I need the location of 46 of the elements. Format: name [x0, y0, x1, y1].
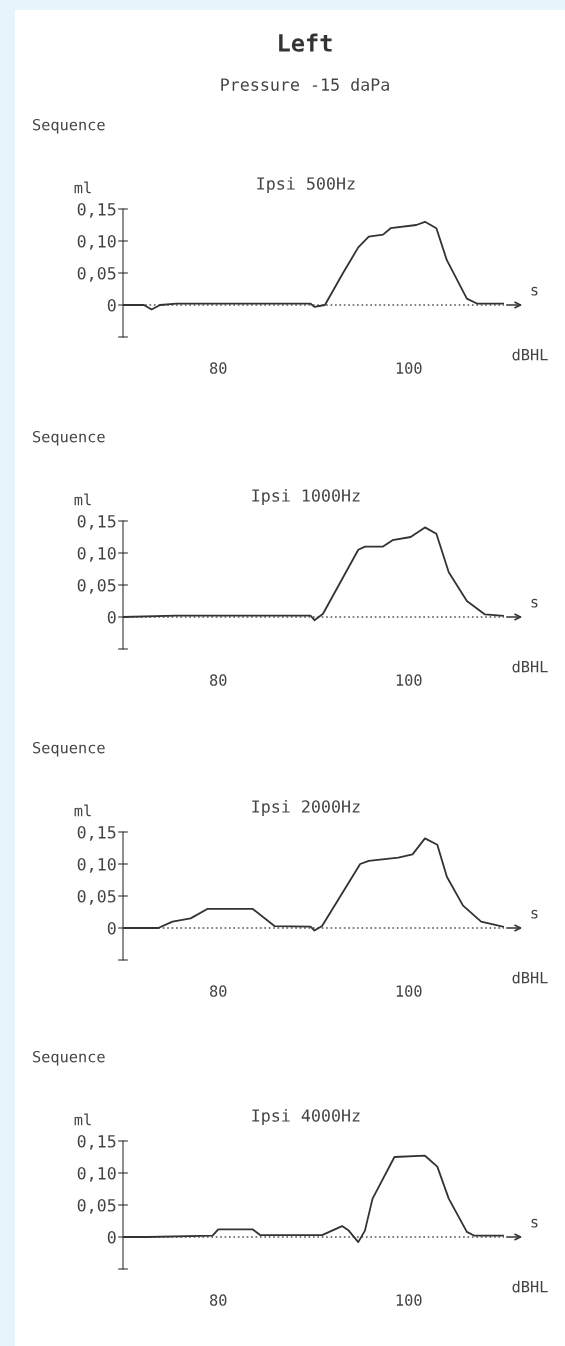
x-tick-label: 80: [210, 362, 227, 374]
y-tick-label: 0,10: [77, 858, 116, 873]
x-tick-label: 100: [396, 1294, 422, 1306]
chart-subtitle: Sequence: [33, 118, 105, 134]
y-tick-label: 0,10: [77, 1167, 116, 1182]
y-axis-title: ml: [74, 493, 91, 506]
chart-title: Ipsi 500Hz: [257, 176, 355, 194]
chart-subtitle: Sequence: [33, 430, 105, 446]
text: s: [531, 598, 538, 608]
chart-subtitle: Sequence: [33, 741, 105, 757]
x-axis-title: dBHL: [512, 971, 548, 984]
x-axis-title: dBHL: [512, 660, 548, 673]
x-tick-label: 80: [210, 985, 227, 997]
y-tick-label: 0: [107, 922, 116, 935]
x-axis-title: dBHL: [512, 348, 548, 361]
text: Left: [279, 33, 332, 52]
x-tick-label: 100: [396, 362, 422, 374]
y-axis-title: ml: [74, 1113, 91, 1126]
chart-title: Ipsi 4000Hz: [252, 1108, 360, 1126]
y-tick-label: 0,05: [77, 267, 116, 282]
y-tick-label: 0,15: [77, 515, 116, 530]
y-tick-label: 0,10: [77, 235, 116, 250]
chart-title: Ipsi 1000Hz: [252, 488, 360, 506]
y-tick-label: 0,15: [77, 203, 116, 218]
x-axis-title: dBHL: [512, 1280, 548, 1293]
text: s: [531, 909, 538, 919]
y-tick-label: 0,05: [77, 890, 116, 905]
y-tick-label: 0,05: [77, 579, 116, 594]
y-axis-title: ml: [74, 181, 91, 194]
y-tick-label: 0,15: [77, 1135, 116, 1150]
y-tick-label: 0: [107, 1231, 116, 1244]
y-tick-label: 0,15: [77, 826, 116, 841]
text: Pressure -15 daPa: [221, 77, 389, 91]
y-axis-title: ml: [74, 804, 91, 817]
y-tick-label: 0,05: [77, 1199, 116, 1214]
text: s: [531, 1218, 538, 1228]
chart-subtitle: Sequence: [33, 1050, 105, 1066]
text: s: [531, 286, 538, 296]
x-tick-label: 80: [210, 1294, 227, 1306]
chart-title: Ipsi 2000Hz: [252, 799, 360, 817]
x-tick-label: 100: [396, 985, 422, 997]
x-tick-label: 80: [210, 674, 227, 686]
y-tick-label: 0,10: [77, 547, 116, 562]
x-tick-label: 100: [396, 674, 422, 686]
y-tick-label: 0: [107, 611, 116, 624]
y-tick-label: 0: [107, 299, 116, 312]
